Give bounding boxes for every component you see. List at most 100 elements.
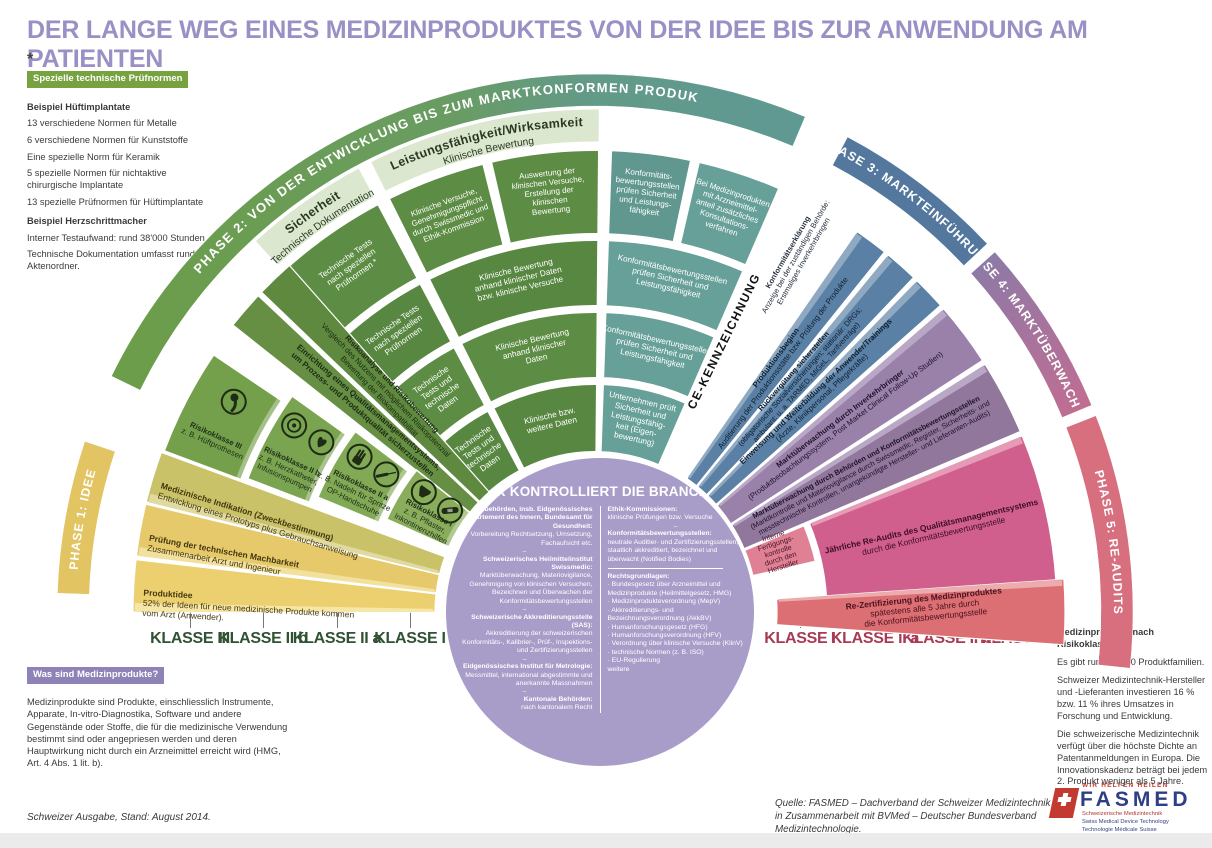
axis-tick	[263, 601, 264, 628]
syringe-needle-icon	[373, 461, 400, 488]
klasse-cell-3	[385, 468, 471, 548]
fasmed-logo: WIR HELFEN HEILEN FASMED Schweizerische …	[1048, 782, 1210, 834]
klasse-cell-0	[163, 353, 283, 481]
wedge-jaehrlich-text: Jährliche Re-Audits des Qualitätsmanagem…	[824, 497, 1042, 566]
separator-dash: –	[673, 522, 678, 530]
authority-name: Eidgenössisches Institut für Metrologie:	[462, 663, 593, 671]
sidebar-item: 6 verschiedene Normen für Kunststoffe	[27, 135, 189, 146]
sidebar-item: 13 spezielle Prüfnormen für Hüftimplanta…	[27, 196, 204, 207]
authority-role: Marktüberwachung, Materiovigilance, Gene…	[469, 572, 593, 605]
authority-role: Messmittel, international abgestimmte un…	[465, 671, 593, 687]
wedge-ueberwachung-behoerden-text: Marktüberwachung durch Behörden und Konf…	[745, 391, 995, 539]
wedge-rueckverguetung	[696, 254, 915, 496]
cell-konformitaet-r2-text: Konformitätsbewertungsstellenprüfen Sich…	[613, 253, 729, 305]
sidebar-pruefnormen: * Spezielle technische Prüfnormen Beispi…	[27, 52, 217, 278]
edge-highlight	[374, 468, 409, 523]
legal-basis-footer: weitere	[607, 665, 630, 673]
cell-klinisch-r1a-text: Klinische Versuche,Genehmigungspflichtdu…	[405, 184, 493, 246]
axis-tick	[337, 601, 338, 628]
axis-tick	[410, 601, 411, 628]
cell-konformitaet-r1b	[678, 160, 781, 267]
cell-konformitaet-r2	[604, 239, 745, 333]
bottom-bar	[0, 833, 1212, 848]
konformitaetserklaerung-text: KonformitätserklärungAnzeige bei der zus…	[752, 194, 839, 319]
axis-tick	[875, 601, 876, 628]
circle-title: WER KONTROLLIERT DIE BRANCHE?	[473, 484, 727, 499]
cell-sicherheit-r2	[342, 282, 453, 388]
legal-basis-item: EU-Regulierung	[608, 657, 744, 665]
wedge-einweisung	[707, 279, 942, 506]
authority-name: Ethik-Kommissionen:	[607, 506, 678, 513]
badge-was-sind-medizinprodukte: Was sind Medizinprodukte?	[27, 667, 165, 685]
sicherheit-header-line1: Sicherheit	[282, 188, 343, 237]
legal-basis-item: Verordnung über klinische Versuche (Klin…	[608, 640, 744, 648]
klasse-label-left: KLASSE III	[150, 630, 230, 647]
cell-klinisch-r1b-text: Auswertung derklinischen Versuche,Erstel…	[510, 165, 588, 219]
wedge-produktidee	[132, 559, 437, 613]
wedge-jaehrliche-re-audits	[808, 435, 1057, 599]
divider-line	[607, 568, 724, 569]
authority-name: Kantonale Behörden:	[523, 695, 593, 703]
risikoklassen-para: Es gibt rund 10'000 Produktfamilien.	[1057, 656, 1205, 667]
legal-basis-list: Bundesgesetz über Arzneimittel und Mediz…	[608, 581, 744, 665]
risikoklassen-para: Schweizer Medizintechnik-Hersteller und …	[1057, 675, 1206, 721]
wedge-produktidee-text: Produktidee52% der Ideen für neue medizi…	[142, 587, 355, 629]
klasse-cell-1	[246, 394, 347, 504]
incontinence-aid-icon	[410, 479, 437, 506]
authority-name: Bundesbehörden, insb. Eidgenössisches De…	[459, 506, 593, 530]
cell-klinisch-r2-text: Klinische Bewertunganhand klinischer Dat…	[471, 254, 565, 303]
cell-sicherheit-r4-text: TechnischeTests undtechnischeDaten	[453, 423, 510, 479]
wedge-indikation-text: Medizinische Indikation (Zweckbestimmung…	[157, 481, 363, 561]
edge-highlight	[236, 397, 282, 480]
cell-konformitaet-r1b-text: Bei Medizinproduktenmit Arzneimittel-ant…	[684, 177, 772, 245]
cell-klinisch-r4	[491, 383, 598, 471]
separator-dash: –	[522, 688, 527, 696]
asterisk-marker: *	[27, 51, 34, 68]
edge-highlight	[148, 493, 439, 574]
edge-highlight	[304, 431, 346, 503]
sidebar-item: Beispiel Hüftimplantate	[27, 101, 131, 112]
logo-name: FASMED	[1080, 788, 1192, 811]
klasse-cell-label: Risikoklasse II az. B. Nadeln für Spritz…	[312, 462, 402, 524]
edge-highlight	[699, 256, 893, 487]
wedge-qm	[232, 294, 480, 514]
separator-dash: –	[522, 606, 527, 614]
wedge-ueberwachung-behoerden	[730, 363, 1022, 550]
wedge-machbarkeit-text: Prüfung der technischen MachbarkeitZusam…	[147, 533, 300, 580]
cell-sicherheit-r2-text: Technische Testsnach speziellenPrüfnorme…	[363, 303, 431, 363]
axis-tick	[800, 601, 801, 628]
plaster-icon	[437, 497, 464, 524]
legal-basis-item: Medizinprodukteverordnung (MepV)	[608, 598, 744, 606]
wedge-interne-fertigungskontrolle	[743, 525, 816, 577]
wedge-produktionsbeginn-text: ProduktionsbeginnAuditierung der Produkt…	[709, 270, 850, 451]
header-sicherheit	[254, 167, 376, 267]
cell-konformitaet-r4	[599, 383, 688, 467]
cell-klinisch-r1b	[489, 149, 601, 245]
cell-klinisch-r3	[459, 311, 599, 404]
legal-basis-item: Bundesgesetz über Arzneimittel und Mediz…	[608, 581, 744, 598]
cell-sicherheit-r1	[281, 202, 419, 335]
leistung-header-line2: Klinische Bewertung	[442, 136, 535, 168]
cell-sicherheit-r1-text: Technische Testsnach speziellenPrüfnorme…	[317, 236, 385, 296]
logo-subline: Swiss Medical Device Technology	[1082, 818, 1169, 825]
klasse-label-left: KLASSE I	[374, 630, 446, 647]
logo-tagline: WIR HELFEN HEILEN	[1082, 782, 1169, 789]
separator-dash: –	[522, 548, 527, 556]
cell-klinisch-r1a	[387, 162, 505, 276]
authority-role: nach kantonalem Recht	[521, 704, 593, 712]
wedge-rezert-text: Re-Zertifizierung des Medizinproduktessp…	[845, 585, 1004, 630]
wedge-indikation	[145, 451, 446, 575]
ce-kennzeichnung-label: CE-KENNZEICHNUNG	[684, 271, 763, 412]
arc-phase1	[57, 440, 116, 595]
badge-spezielle-pruefnormen: Spezielle technische Prüfnormen	[27, 71, 189, 88]
klasse-cell-2	[316, 430, 410, 524]
authority-role: Akkreditierung der schweizerischen Konfo…	[462, 630, 593, 655]
wedge-risiko	[260, 264, 491, 503]
infusion-pump-icon	[281, 412, 308, 439]
risikoklassen-info: Medizinprodukte nach Risikoklassen Es gi…	[1057, 627, 1209, 795]
legal-basis-item: Akkreditierungs- und Bezeichnungsverordn…	[608, 607, 744, 624]
authority-role: neutrale Auditier- und Zertifizierungsst…	[607, 538, 739, 563]
arc-phase3	[832, 136, 988, 266]
wedge-machbarkeit	[135, 503, 441, 594]
